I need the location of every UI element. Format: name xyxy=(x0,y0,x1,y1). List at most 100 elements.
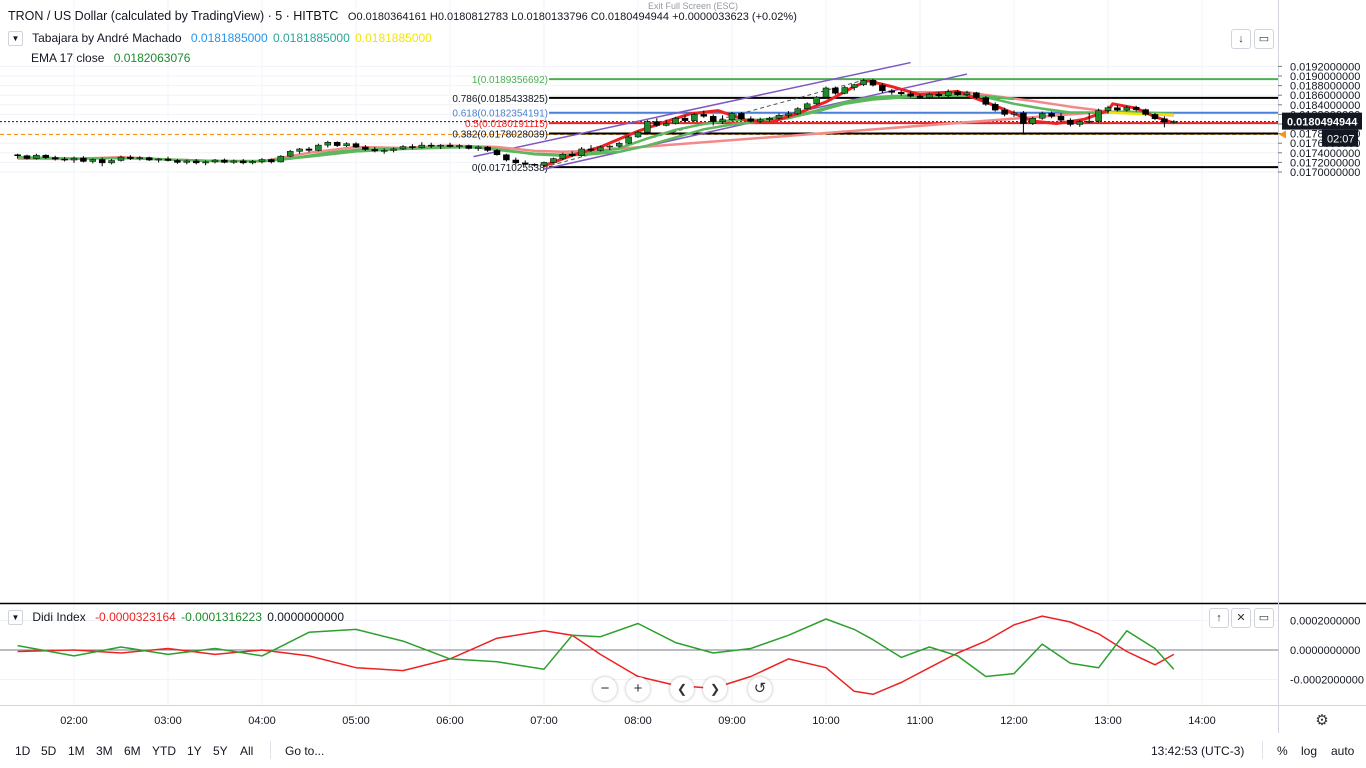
price-tick-label: 0.0172000000 xyxy=(1290,157,1360,169)
move-pane-up-icon[interactable]: ↑ xyxy=(1209,608,1229,628)
candle-body xyxy=(1095,110,1102,122)
candle-body xyxy=(202,161,209,164)
tabajara-name: Tabajara by André Machado xyxy=(32,31,182,45)
candle-body xyxy=(249,161,256,164)
didi-tick-label: 0.0000000000 xyxy=(1290,645,1360,657)
time-tick-label: 14:00 xyxy=(1188,715,1216,727)
candle-body xyxy=(418,144,426,148)
candle-body xyxy=(860,80,867,85)
candle-body xyxy=(813,96,820,105)
candle-body xyxy=(352,143,360,148)
tabajara-value-1: 0.0181885000 xyxy=(190,31,268,45)
candle-body xyxy=(493,150,501,155)
didi-name: Didi Index xyxy=(32,610,86,624)
candle-body xyxy=(954,91,961,95)
goto-date-button[interactable]: Go to... xyxy=(285,744,325,758)
fib-level-label: 1(0.0189356692) xyxy=(472,75,548,86)
time-tick-label: 03:00 xyxy=(154,715,182,727)
candle-body xyxy=(1038,113,1046,119)
timeframe-1d[interactable]: 1D xyxy=(15,744,31,758)
countdown-box xyxy=(1322,129,1358,147)
candle-body xyxy=(634,131,642,138)
collapse-didi-icon[interactable]: ▼ xyxy=(8,610,23,626)
price-tick-label: 0.0174000000 xyxy=(1290,148,1360,160)
timeframe-1m[interactable]: 1M xyxy=(68,744,85,758)
candle-body xyxy=(728,113,736,120)
candle-body xyxy=(474,146,482,149)
candle-body xyxy=(239,160,247,164)
log-scale-toggle[interactable]: log xyxy=(1301,744,1318,758)
tabajara-value-3: 0.0181885000 xyxy=(355,31,432,45)
timeframe-all[interactable]: All xyxy=(240,744,254,758)
candle-body xyxy=(174,160,181,163)
candle-body xyxy=(399,146,407,150)
candle-body xyxy=(42,154,50,158)
candle-body xyxy=(61,158,68,161)
candle-body xyxy=(944,91,952,96)
price-tick-label: 0.0190000000 xyxy=(1290,71,1360,83)
candle-body xyxy=(916,95,924,98)
candle-body xyxy=(409,146,416,148)
timeframe-5y[interactable]: 5Y xyxy=(213,744,228,758)
candle-body xyxy=(747,118,755,122)
candle-body xyxy=(672,117,679,124)
candle-body xyxy=(427,144,435,147)
candle-body xyxy=(33,154,40,159)
candle-body xyxy=(136,157,144,159)
candle-body xyxy=(23,155,31,159)
tabajara-legend: ▼ Tabajara by André Machado 0.0181885000… xyxy=(8,31,438,47)
current-price-box xyxy=(1282,112,1362,130)
candle-body xyxy=(568,153,576,156)
maximize-didi-icon[interactable]: ▭ xyxy=(1254,608,1274,628)
candle-body xyxy=(803,103,811,109)
candle-body xyxy=(1010,112,1018,115)
candle-body xyxy=(841,87,849,94)
timeframe-6m[interactable]: 6M xyxy=(124,744,141,758)
scroll-right-button[interactable]: ❯ xyxy=(703,677,727,701)
time-tick-label: 10:00 xyxy=(812,715,840,727)
candle-body xyxy=(465,145,473,149)
price-tick-label: 0.0184000000 xyxy=(1290,100,1360,112)
reset-chart-button[interactable]: ↺ xyxy=(748,677,772,701)
auto-scale-toggle[interactable]: auto xyxy=(1331,744,1355,758)
didi-tick-label: -0.0002000000 xyxy=(1290,675,1364,687)
candle-body xyxy=(70,157,78,161)
clock-timezone[interactable]: 13:42:53 (UTC-3) xyxy=(1151,744,1245,758)
candle-body xyxy=(615,142,623,147)
candle-body xyxy=(850,84,858,88)
candle-body xyxy=(973,92,980,98)
candle-body xyxy=(1151,114,1159,119)
timeframe-5d[interactable]: 5D xyxy=(41,744,57,758)
arrow-down-icon[interactable]: ↓ xyxy=(1231,29,1251,49)
timeframe-3m[interactable]: 3M xyxy=(96,744,113,758)
candle-body xyxy=(1020,112,1027,124)
candle-body xyxy=(14,154,21,156)
scroll-left-button[interactable]: ❮ xyxy=(670,677,694,701)
percent-scale-toggle[interactable]: % xyxy=(1277,744,1288,758)
collapse-legend-icon[interactable]: ▼ xyxy=(8,31,23,47)
candle-body xyxy=(456,145,463,147)
didi-value-3: 0.0000000000 xyxy=(267,610,344,624)
candle-body xyxy=(897,92,905,95)
maximize-pane-icon[interactable]: ▭ xyxy=(1254,29,1274,49)
candle-body xyxy=(155,158,162,161)
candle-body xyxy=(888,90,896,93)
close-pane-icon[interactable]: ✕ xyxy=(1231,608,1251,628)
candle-body xyxy=(822,87,830,98)
candle-body xyxy=(775,115,783,119)
candle-body xyxy=(80,157,87,162)
timeframe-1y[interactable]: 1Y xyxy=(187,744,202,758)
time-tick-label: 04:00 xyxy=(248,715,276,727)
candle-body xyxy=(1067,119,1074,125)
candle-body xyxy=(108,160,115,164)
candle-body xyxy=(719,119,726,122)
candle-body xyxy=(1085,120,1093,123)
candle-body xyxy=(766,117,773,120)
timeframe-ytd[interactable]: YTD xyxy=(152,744,176,758)
tabajara-value-2: 0.0181885000 xyxy=(273,31,350,45)
candle-body xyxy=(521,162,529,165)
zoom-out-button[interactable]: − xyxy=(593,677,617,701)
zoom-in-button[interactable]: + xyxy=(626,677,650,701)
candle-body xyxy=(700,114,708,117)
